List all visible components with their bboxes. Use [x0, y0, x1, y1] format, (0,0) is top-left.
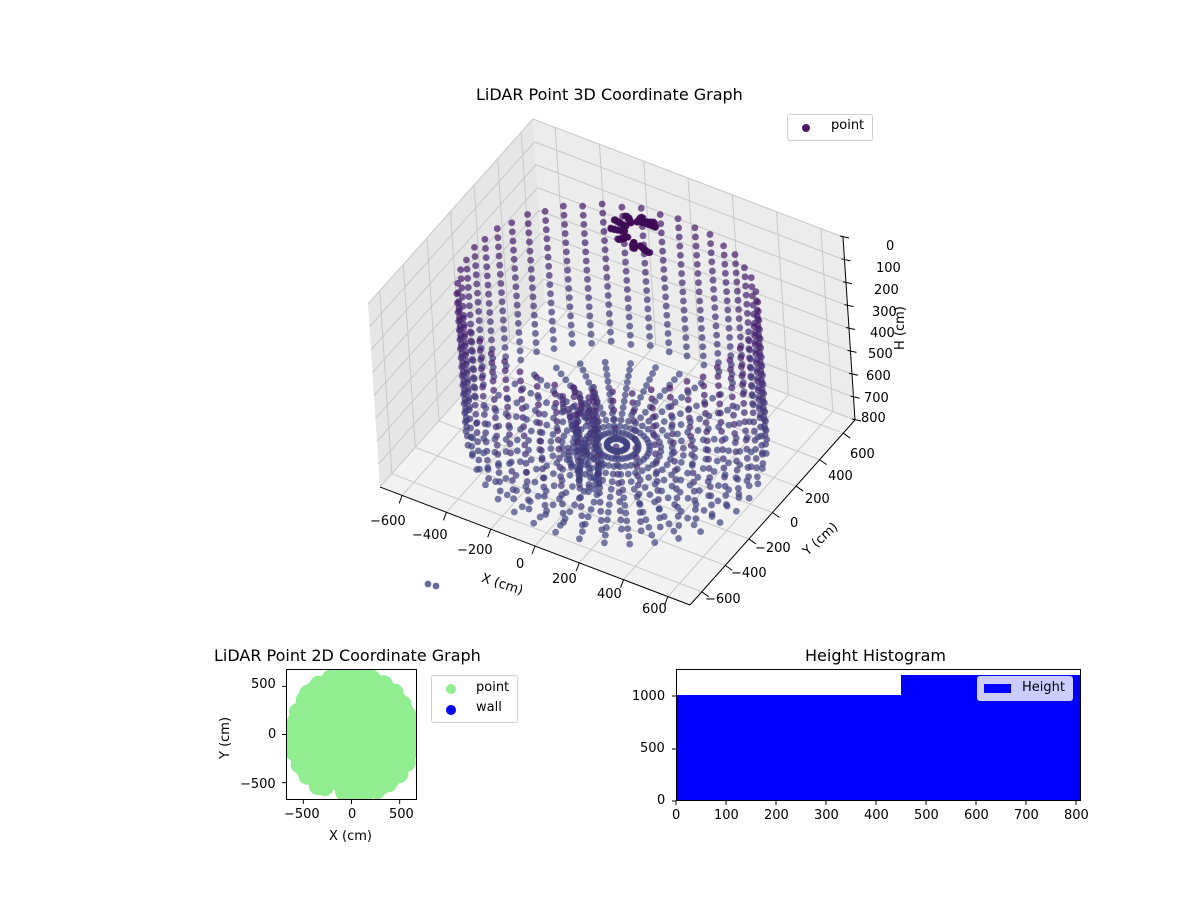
z-tick: 300 [872, 305, 897, 320]
y-tick: 600 [850, 447, 875, 462]
hist-x-tick: 700 [1014, 808, 1039, 823]
x-tick: −200 [457, 543, 493, 558]
x2d-tick: 0 [348, 807, 357, 822]
hist-x-tick: 100 [714, 808, 739, 823]
hist-x-tick: 500 [914, 808, 939, 823]
legend-3d: point [787, 114, 873, 141]
z-tick: 800 [861, 411, 886, 426]
legend-point-marker [446, 684, 456, 694]
legend-hist: Height [977, 676, 1073, 701]
hist-x-tick: 400 [864, 808, 889, 823]
z-tick: 700 [864, 391, 889, 406]
legend-point-marker [802, 124, 810, 132]
legend-point-label: point [476, 680, 510, 695]
z-tick: 100 [876, 261, 901, 276]
z-axis-label: H (cm) [893, 306, 908, 350]
z-tick: 500 [868, 347, 893, 362]
y-tick: 200 [805, 492, 830, 507]
legend-point-label: point [831, 118, 865, 133]
hist-x-tick: 300 [814, 808, 839, 823]
chart-3d-plot [367, 118, 862, 606]
z-tick: 0 [886, 239, 895, 254]
x-tick: 200 [552, 572, 577, 587]
hist-x-tick: 600 [964, 808, 989, 823]
y2d-tick: 0 [268, 727, 277, 742]
y-tick: 0 [790, 516, 799, 531]
legend-2d: point wall [431, 675, 518, 723]
y-tick: 400 [828, 469, 853, 484]
x-tick: 0 [516, 557, 525, 572]
x-tick: 600 [642, 602, 667, 617]
x-tick: −600 [370, 514, 406, 529]
legend-height-label: Height [1022, 680, 1065, 695]
hist-y-tick: 0 [657, 793, 666, 808]
hist-x-tick: 800 [1064, 808, 1089, 823]
legend-wall-label: wall [476, 700, 502, 715]
y2d-tick: 500 [251, 677, 276, 692]
x2d-tick: 500 [389, 807, 414, 822]
z-tick: 600 [866, 369, 891, 384]
x-tick: −400 [412, 528, 448, 543]
legend-height-swatch [984, 684, 1011, 693]
x2d-tick: −500 [284, 807, 320, 822]
y-tick: −600 [705, 592, 741, 607]
histogram-bar-0-450 [677, 695, 902, 800]
y-tick: −200 [755, 541, 791, 556]
chart-3d-title: LiDAR Point 3D Coordinate Graph [476, 85, 743, 104]
y2d-axis-label: Y (cm) [218, 716, 233, 759]
hist-y-tick: 500 [640, 741, 665, 756]
chart-2d-plot [286, 669, 417, 800]
y-tick: −400 [731, 566, 767, 581]
chart-2d-title: LiDAR Point 2D Coordinate Graph [214, 646, 481, 665]
hist-x-tick: 0 [672, 808, 681, 823]
histogram-plot: Height [676, 669, 1081, 801]
hist-x-tick: 200 [764, 808, 789, 823]
legend-wall-marker [446, 705, 456, 715]
histogram-title: Height Histogram [805, 646, 946, 665]
y2d-tick: −500 [240, 777, 276, 792]
z-tick: 200 [874, 283, 899, 298]
x2d-axis-label: X (cm) [329, 829, 372, 844]
x-tick: 400 [597, 587, 622, 602]
hist-y-tick: 1000 [632, 689, 666, 704]
z-tick: 400 [870, 326, 895, 341]
